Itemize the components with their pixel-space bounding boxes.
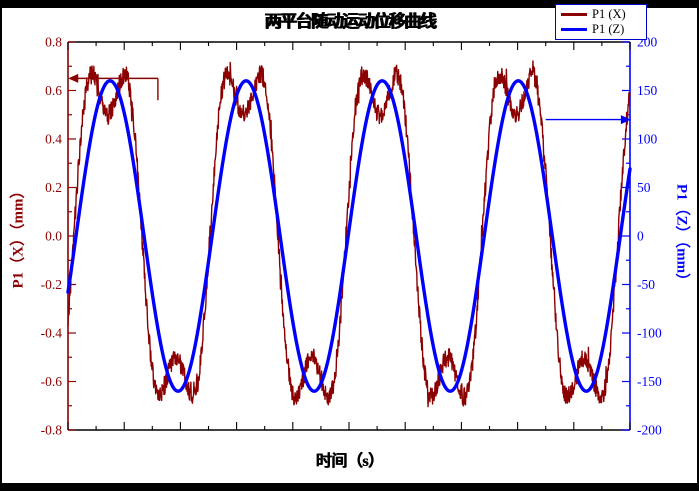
y-left-tick-label: 0.6: [45, 83, 62, 98]
y-right-axis-label: P1（Z）（mm）: [673, 183, 690, 289]
p1z-level-arrow-head: [620, 115, 631, 125]
legend-line-p1z-icon: [561, 28, 587, 31]
y-left-tick-label: -0.8: [41, 423, 63, 438]
y-right-tick-label: -100: [637, 326, 662, 341]
y-left-tick-label: -0.4: [41, 326, 63, 341]
chart-title: 两平台随动运动位移曲线: [264, 12, 436, 31]
legend-item-p1z: P1 (Z): [561, 22, 641, 37]
x-axis-label: 时间（s）: [315, 453, 384, 470]
y-right-tick-label: -50: [637, 277, 655, 292]
legend-label-p1x: P1 (X): [592, 7, 626, 21]
y-left-axis-label: P1（X）（mm）: [10, 183, 27, 289]
legend-label-p1z: P1 (Z): [592, 22, 625, 36]
legend: P1 (X) P1 (Z): [555, 4, 647, 40]
p1x-curve: [67, 60, 631, 408]
legend-line-p1x-icon: [561, 13, 587, 16]
y-right-tick-label: 50: [637, 180, 651, 195]
y-left-tick-label: 0.2: [45, 180, 62, 195]
y-left-tick-label: 0.8: [45, 35, 62, 50]
y-right-tick-label: 0: [637, 229, 644, 244]
p1x-peak-arrow-head: [68, 73, 79, 83]
y-right-tick-label: 100: [637, 132, 658, 147]
legend-item-p1x: P1 (X): [561, 7, 641, 22]
y-left-tick-label: 0.0: [45, 229, 62, 244]
y-left-tick-label: -0.6: [41, 374, 63, 389]
y-right-tick-label: 150: [637, 83, 658, 98]
y-left-tick-label: 0.4: [45, 132, 62, 147]
y-left-tick-label: -0.2: [41, 277, 62, 292]
y-right-tick-label: -150: [637, 374, 662, 389]
p1z-curve: [66, 79, 632, 393]
y-right-tick-label: -200: [637, 423, 662, 438]
